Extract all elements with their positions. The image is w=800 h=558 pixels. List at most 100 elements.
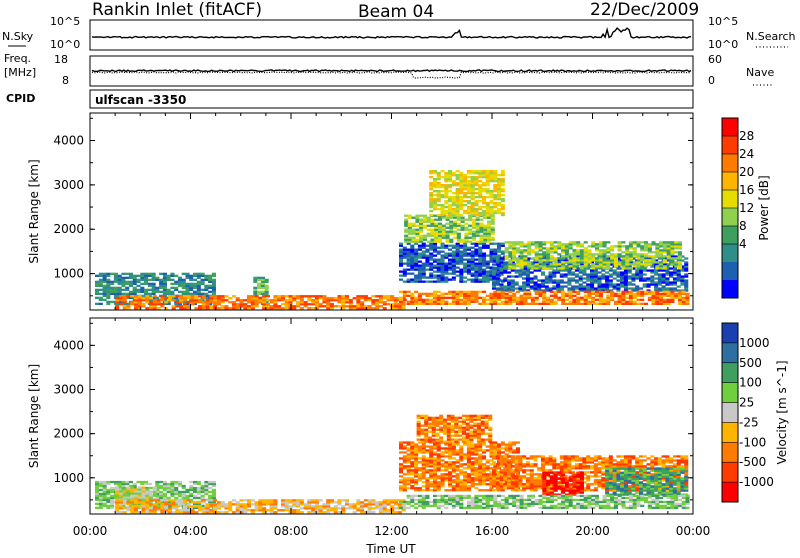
power-cell [515,296,520,299]
power-cell [500,190,505,193]
power-cell [433,194,438,197]
power-cell [602,265,607,268]
power-cell [436,252,441,255]
power-cell [617,298,622,301]
power-cell [200,272,205,275]
power-cell [444,244,449,247]
power-cell [590,279,595,282]
power-cell [620,273,625,276]
velocity-cell [474,451,479,454]
power-cell [464,240,469,243]
velocity-cell [497,445,502,448]
power-cell [438,232,443,235]
power-cell [640,241,645,244]
power-cell [445,222,450,225]
velocity-cell [425,463,430,466]
velocity-cell [122,494,127,497]
velocity-cell [399,487,404,490]
power-cell [181,286,186,289]
velocity-cell [132,484,137,488]
power-cell [130,301,135,304]
power-cell [500,182,505,185]
power-cell [478,268,483,271]
power-cell [429,186,434,189]
velocity-cell [175,509,180,512]
velocity-cell [211,480,216,484]
power-cell [134,301,139,304]
power-y-tick-label: 3000 [53,178,84,192]
power-cell [631,283,636,286]
velocity-cell [394,501,399,504]
power-cell [407,240,412,243]
power-cell [110,300,115,303]
velocity-cell [466,479,471,482]
power-cell [657,277,662,280]
power-cell [475,218,480,221]
power-cell [606,241,611,244]
power-cell [587,261,592,264]
power-cell [557,253,562,256]
velocity-cell [110,488,115,492]
power-cell [606,259,611,262]
power-cell [445,226,450,229]
velocity-cell [247,505,252,508]
velocity-cell [121,492,126,496]
velocity-cell [189,484,194,488]
velocity-cell [482,481,487,484]
power-cell [211,290,216,293]
power-cell [451,302,456,305]
power-cell [292,299,297,302]
power-cell [500,198,505,201]
velocity-cell [95,494,100,498]
velocity-cell [170,490,175,494]
power-cell [448,170,453,173]
velocity-cell [478,447,483,450]
velocity-cell [118,492,123,495]
velocity-cell [378,509,383,512]
power-cell [574,287,579,290]
power-cell [436,190,441,193]
power-cell [510,261,515,264]
power-cell [597,287,602,290]
power-cell [655,251,660,254]
power-cell [523,296,528,299]
power-cell [98,282,103,285]
velocity-cell [110,494,115,498]
power-cell [193,274,198,277]
power-cell [674,294,679,297]
power-cell [636,259,641,262]
power-cell [579,251,584,254]
power-cell [288,301,293,304]
power-cell [406,262,411,265]
power-cell [561,302,566,305]
velocity-cell [470,485,475,488]
power-cell [421,292,426,295]
velocity-cell [440,469,445,472]
power-cell [574,285,579,288]
power-cell [572,241,577,244]
velocity-cell [450,434,455,437]
velocity-cell [461,414,466,417]
power-cell [193,272,198,275]
power-cell [669,287,674,290]
power-cell [459,180,464,183]
power-cell [463,294,468,297]
velocity-cell [299,503,304,506]
power-cell [654,269,659,272]
power-cell [529,287,534,290]
power-cell [610,292,615,295]
power-cell [495,263,500,266]
power-cell [189,292,194,295]
power-cell [98,296,103,299]
power-cell [273,297,278,300]
power-cell [508,296,513,299]
velocity-cell [465,436,470,439]
power-cell [417,256,422,259]
power-cell [417,268,422,271]
velocity-cell [118,486,123,489]
velocity-cell [110,496,115,500]
power-cell [632,247,637,250]
velocity-cell [416,424,421,427]
power-cell [140,290,145,293]
power-cell [621,241,626,244]
